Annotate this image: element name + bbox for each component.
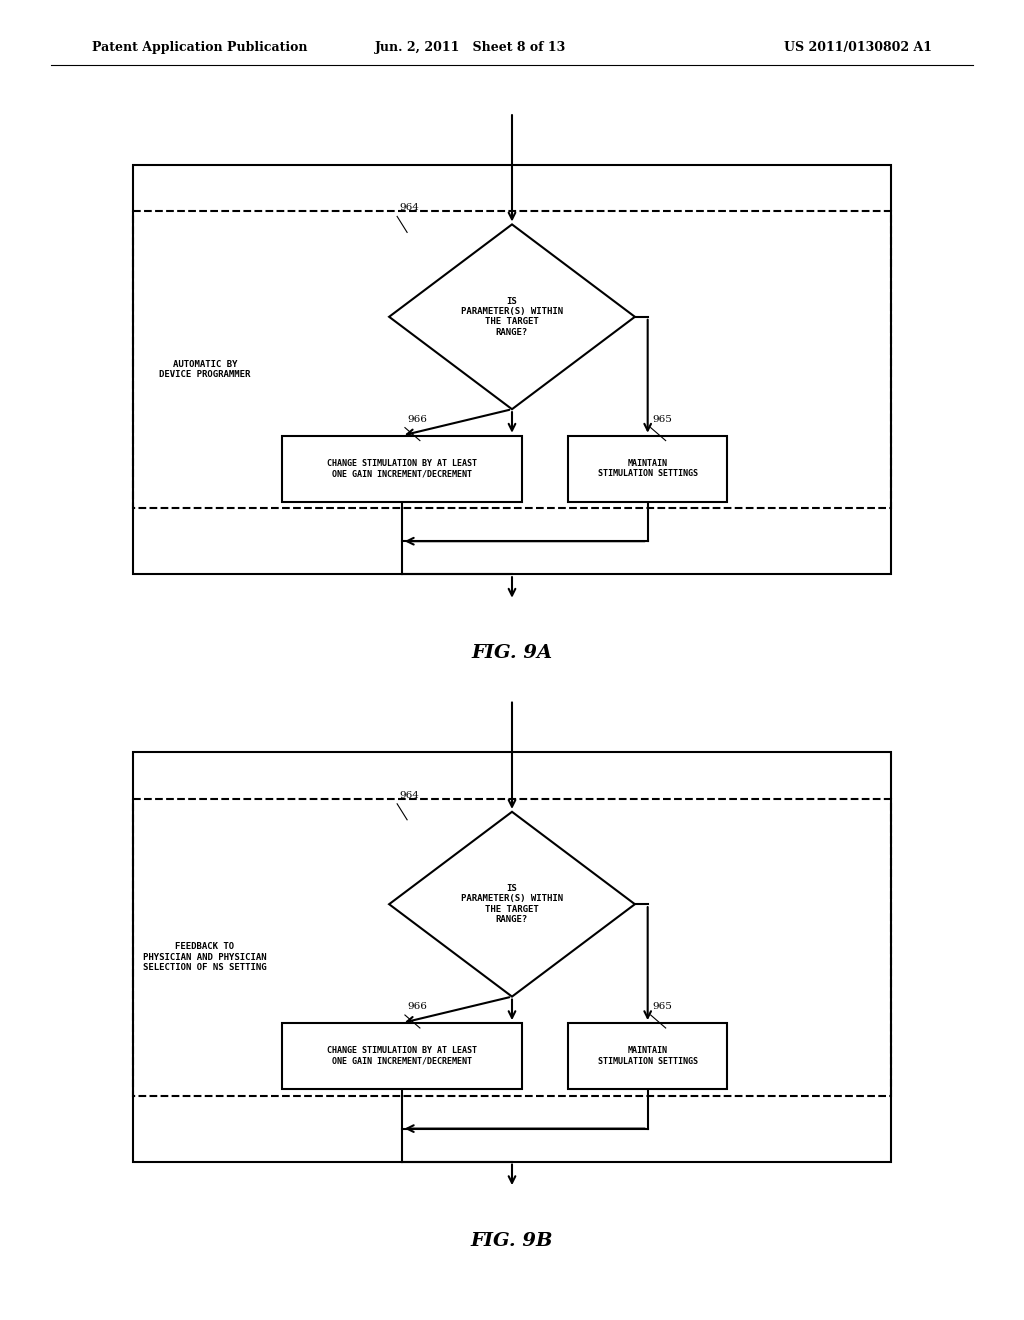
Text: FIG. 9A: FIG. 9A bbox=[471, 644, 553, 663]
Text: 964: 964 bbox=[399, 791, 419, 800]
Polygon shape bbox=[133, 752, 891, 1162]
Text: CHANGE STIMULATION BY AT LEAST
ONE GAIN INCREMENT/DECREMENT: CHANGE STIMULATION BY AT LEAST ONE GAIN … bbox=[327, 459, 477, 478]
Text: Jun. 2, 2011   Sheet 8 of 13: Jun. 2, 2011 Sheet 8 of 13 bbox=[376, 41, 566, 54]
Text: 966: 966 bbox=[407, 414, 427, 424]
Text: 965: 965 bbox=[652, 414, 673, 424]
Polygon shape bbox=[389, 812, 635, 997]
Polygon shape bbox=[568, 1023, 727, 1089]
Text: 966: 966 bbox=[407, 1002, 427, 1011]
Text: 965: 965 bbox=[652, 1002, 673, 1011]
Text: MAINTAIN
STIMULATION SETTINGS: MAINTAIN STIMULATION SETTINGS bbox=[598, 1047, 697, 1065]
Text: AUTOMATIC BY
DEVICE PROGRAMMER: AUTOMATIC BY DEVICE PROGRAMMER bbox=[159, 360, 251, 379]
Polygon shape bbox=[282, 436, 522, 502]
Polygon shape bbox=[282, 1023, 522, 1089]
Text: FEEDBACK TO
PHYSICIAN AND PHYSICIAN
SELECTION OF NS SETTING: FEEDBACK TO PHYSICIAN AND PHYSICIAN SELE… bbox=[143, 942, 266, 972]
Polygon shape bbox=[133, 165, 891, 574]
Text: Patent Application Publication: Patent Application Publication bbox=[92, 41, 307, 54]
Text: FIG. 9B: FIG. 9B bbox=[471, 1232, 553, 1250]
Polygon shape bbox=[568, 436, 727, 502]
Text: US 2011/0130802 A1: US 2011/0130802 A1 bbox=[783, 41, 932, 54]
Text: IS
PARAMETER(S) WITHIN
THE TARGET
RANGE?: IS PARAMETER(S) WITHIN THE TARGET RANGE? bbox=[461, 884, 563, 924]
Text: MAINTAIN
STIMULATION SETTINGS: MAINTAIN STIMULATION SETTINGS bbox=[598, 459, 697, 478]
Polygon shape bbox=[389, 224, 635, 409]
Text: 964: 964 bbox=[399, 203, 419, 213]
Text: CHANGE STIMULATION BY AT LEAST
ONE GAIN INCREMENT/DECREMENT: CHANGE STIMULATION BY AT LEAST ONE GAIN … bbox=[327, 1047, 477, 1065]
Text: IS
PARAMETER(S) WITHIN
THE TARGET
RANGE?: IS PARAMETER(S) WITHIN THE TARGET RANGE? bbox=[461, 297, 563, 337]
